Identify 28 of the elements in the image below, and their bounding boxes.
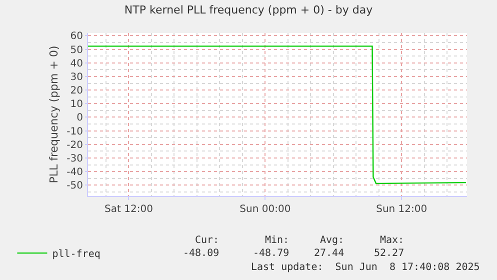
y-tick-label: -30 bbox=[66, 153, 83, 164]
text: Cur: bbox=[195, 235, 220, 246]
y-tick-label: 30 bbox=[70, 72, 83, 83]
y-tick-label: 40 bbox=[70, 58, 83, 70]
chart-title: NTP kernel PLL frequency (ppm + 0) - by day bbox=[124, 4, 374, 17]
y-axis-title: PLL frequency (ppm + 0) bbox=[47, 46, 60, 184]
text: 52.27 bbox=[374, 248, 404, 259]
text: Max: bbox=[380, 235, 404, 246]
x-tick-label: Sat 12:00 bbox=[104, 204, 153, 215]
y-tick-label: 20 bbox=[70, 86, 83, 97]
text: 27.44 bbox=[314, 248, 344, 259]
text: Min: bbox=[265, 235, 290, 246]
y-tick-label: -40 bbox=[66, 167, 83, 178]
y-tick-label: -20 bbox=[66, 140, 83, 151]
y-tick-label: 60 bbox=[70, 31, 83, 42]
legend-label: pll-freq bbox=[52, 248, 100, 260]
text: -48.09 bbox=[183, 248, 220, 259]
y-tick-label: -50 bbox=[66, 180, 83, 192]
x-tick-label: Sun 00:00 bbox=[240, 204, 291, 215]
y-tick-label: 10 bbox=[70, 99, 83, 110]
y-tick-label: 50 bbox=[70, 44, 83, 56]
text: Avg: bbox=[320, 235, 344, 246]
y-tick-label: 0 bbox=[76, 112, 83, 124]
y-tick-label: -10 bbox=[66, 126, 83, 138]
line-series bbox=[88, 46, 467, 184]
x-tick-label: Sun 12:00 bbox=[376, 204, 428, 215]
text: Last update: Sun Jun 8 17:40:08 2025 bbox=[251, 262, 480, 273]
text: -48.79 bbox=[253, 248, 290, 259]
